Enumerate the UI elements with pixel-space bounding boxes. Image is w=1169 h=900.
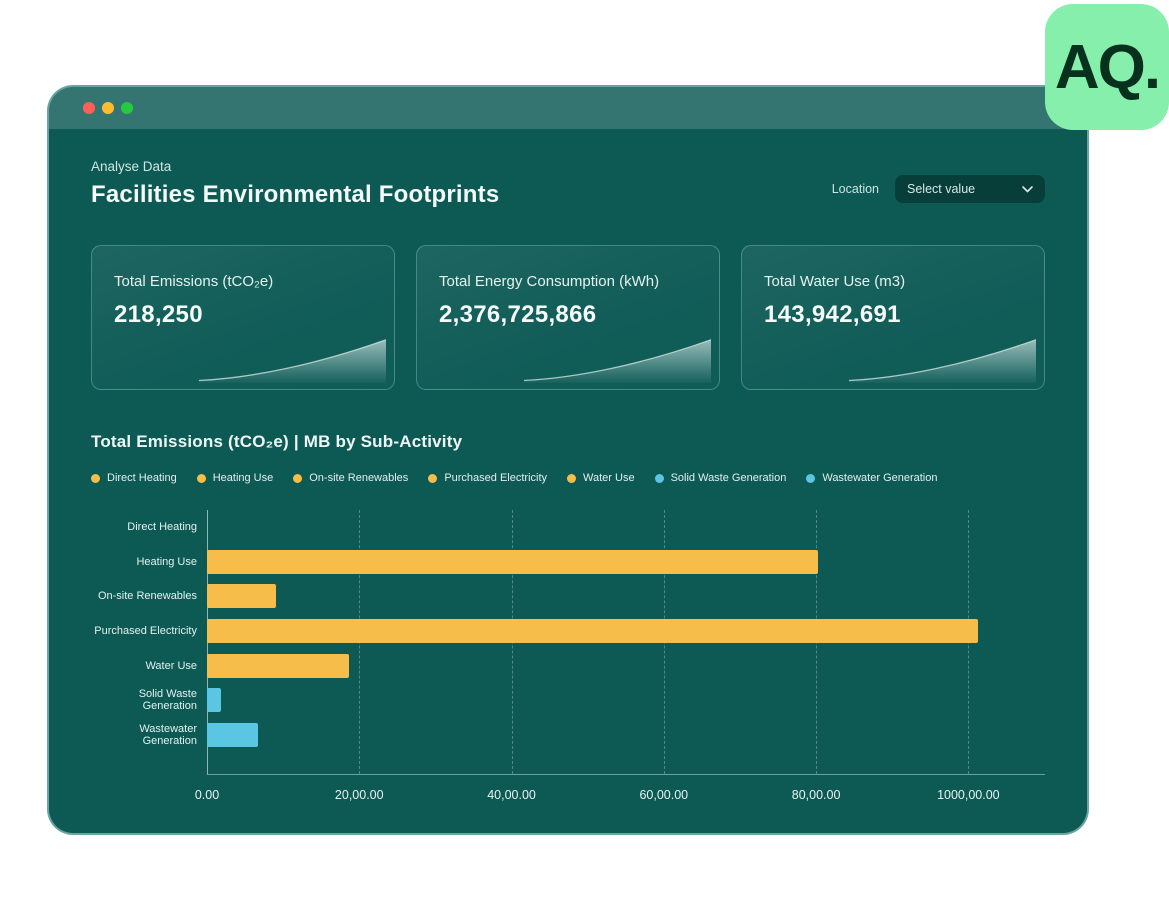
legend-item[interactable]: On-site Renewables bbox=[293, 472, 408, 484]
aq-logo: AQ. bbox=[1045, 4, 1169, 130]
legend-label: Wastewater Generation bbox=[822, 472, 938, 484]
bar-row bbox=[207, 510, 1045, 545]
chevron-down-icon bbox=[1022, 185, 1033, 192]
legend-dot-icon bbox=[654, 473, 664, 483]
bar-water-use[interactable] bbox=[207, 653, 349, 678]
legend-dot-icon bbox=[567, 473, 577, 483]
legend-label: On-site Renewables bbox=[309, 472, 409, 484]
x-tick-label: 80,00.00 bbox=[791, 788, 841, 803]
minimize-window-button[interactable] bbox=[102, 102, 114, 114]
bar-row bbox=[207, 683, 1045, 718]
bar-chart-bars bbox=[207, 510, 1045, 752]
category-label: Purchased Electricity bbox=[94, 625, 197, 638]
close-window-button[interactable] bbox=[83, 102, 95, 114]
main-content: Analyse Data Facilities Environmental Fo… bbox=[49, 129, 1087, 815]
category-label: Heating Use bbox=[136, 555, 197, 568]
bar-row bbox=[207, 648, 1045, 683]
kpi-card-title: Total Water Use (m3) bbox=[764, 273, 906, 290]
window-titlebar bbox=[49, 87, 1087, 129]
chart-legend: Direct Heating Heating Use On-site Renewab… bbox=[91, 472, 1045, 484]
category-label: Water Use bbox=[145, 659, 197, 672]
kpi-card-value: 218,250 bbox=[114, 301, 203, 328]
bar-chart: Direct Heating Heating Use On-site Renewab… bbox=[91, 510, 1045, 815]
trend-sparkline bbox=[523, 339, 711, 383]
legend-label: Direct Heating bbox=[107, 472, 177, 484]
legend-item[interactable]: Wastewater Generation bbox=[806, 472, 938, 484]
category-label: Wastewater Generation bbox=[139, 722, 197, 747]
x-tick-label: 40,00.00 bbox=[487, 788, 536, 803]
aq-logo-text: AQ. bbox=[1054, 32, 1161, 102]
bar-row bbox=[207, 718, 1045, 753]
x-tick-label: 0.00 bbox=[194, 788, 220, 803]
location-filter: Location Select value bbox=[832, 175, 1045, 203]
bar-chart-plot: 0.00 20,00.00 40,00.00 60,00.00 80,00.00 1000… bbox=[195, 510, 1045, 815]
kpi-cards: Total Emissions (tCO₂e) 218,250 Total En… bbox=[91, 245, 1045, 390]
zoom-window-button[interactable] bbox=[121, 102, 133, 114]
bar-row bbox=[207, 579, 1045, 614]
bar-purchased-electricity[interactable] bbox=[207, 619, 979, 644]
category-label: Solid Waste Generation bbox=[138, 688, 197, 713]
legend-dot-icon bbox=[293, 473, 303, 483]
x-tick-label: 1000,00.00 bbox=[937, 788, 1000, 803]
bar-wastewater-generation[interactable] bbox=[207, 722, 258, 747]
kpi-card-energy: Total Energy Consumption (kWh) 2,376,725… bbox=[416, 245, 720, 390]
kpi-card-value: 2,376,725,866 bbox=[439, 301, 597, 328]
page-title: Facilities Environmental Footprints bbox=[91, 181, 500, 208]
app-window: Analyse Data Facilities Environmental Fo… bbox=[47, 85, 1089, 835]
kpi-card-title: Total Energy Consumption (kWh) bbox=[439, 273, 660, 290]
title-block: Analyse Data Facilities Environmental Fo… bbox=[91, 159, 499, 209]
legend-label: Heating Use bbox=[212, 472, 274, 484]
x-tick-label: 20,00.00 bbox=[334, 788, 384, 803]
category-label: Direct Heating bbox=[127, 521, 197, 534]
x-tick-label: 60,00.00 bbox=[639, 788, 689, 803]
location-select-value: Select value bbox=[907, 182, 976, 196]
legend-dot-icon bbox=[91, 473, 100, 483]
trend-sparkline bbox=[198, 339, 386, 383]
bar-row bbox=[207, 614, 1045, 649]
legend-dot-icon bbox=[428, 473, 438, 483]
bar-solid-waste-generation[interactable] bbox=[207, 688, 222, 713]
legend-label: Water Use bbox=[583, 472, 635, 484]
legend-item[interactable]: Heating Use bbox=[196, 472, 274, 484]
trend-sparkline bbox=[848, 339, 1036, 383]
kpi-card-water: Total Water Use (m3) 143,942,691 bbox=[741, 245, 1045, 390]
kpi-card-emissions: Total Emissions (tCO₂e) 218,250 bbox=[91, 245, 395, 390]
legend-item[interactable]: Solid Waste Generation bbox=[654, 472, 787, 484]
category-label: On-site Renewables bbox=[97, 590, 197, 603]
x-axis-ticks: 0.00 20,00.00 40,00.00 60,00.00 80,00.00 1000… bbox=[195, 775, 1045, 815]
page-header: Analyse Data Facilities Environmental Fo… bbox=[91, 159, 1045, 209]
legend-item[interactable]: Purchased Electricity bbox=[428, 472, 547, 484]
bar-heating-use[interactable] bbox=[207, 549, 818, 574]
bar-row bbox=[207, 545, 1045, 580]
legend-label: Purchased Electricity bbox=[444, 472, 548, 484]
legend-label: Solid Waste Generation bbox=[670, 472, 787, 484]
legend-item[interactable]: Water Use bbox=[567, 472, 635, 484]
bar-chart-labels: Direct Heating Heating Use On-site Renewab… bbox=[91, 510, 197, 815]
kpi-card-value: 143,942,691 bbox=[764, 301, 901, 328]
bar-chart-bars-wrap bbox=[207, 510, 1045, 776]
bar-on-site-renewables[interactable] bbox=[207, 584, 276, 609]
location-label: Location bbox=[831, 182, 879, 196]
kpi-card-title: Total Emissions (tCO₂e) bbox=[114, 273, 274, 290]
legend-dot-icon bbox=[806, 473, 816, 483]
legend-item[interactable]: Direct Heating bbox=[91, 472, 177, 484]
breadcrumb: Analyse Data bbox=[91, 159, 172, 174]
chart-title: Total Emissions (tCO₂e) | MB by Sub-Acti… bbox=[91, 432, 463, 451]
legend-dot-icon bbox=[196, 473, 206, 483]
location-select[interactable]: Select value bbox=[895, 175, 1045, 203]
